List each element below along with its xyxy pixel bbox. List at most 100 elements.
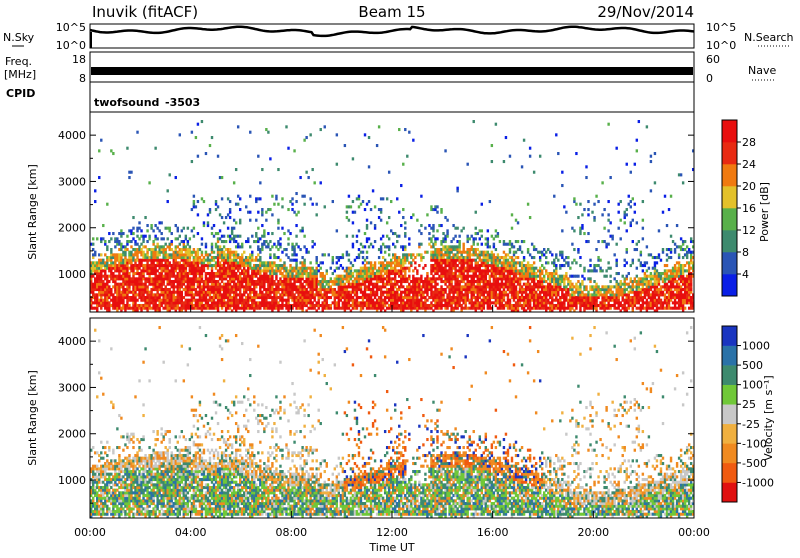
power-cell	[458, 235, 460, 238]
power-cell	[315, 285, 317, 288]
power-cell	[535, 267, 537, 270]
nave-label: Nave	[748, 64, 776, 77]
power-cell	[360, 243, 362, 246]
power-cell	[305, 248, 307, 251]
power-cell	[523, 256, 525, 259]
power-cell	[332, 272, 334, 275]
power-cell	[271, 267, 273, 270]
power-cell	[106, 299, 108, 302]
power-cell	[160, 272, 162, 275]
power-cell	[380, 272, 382, 275]
power-cell	[374, 224, 376, 227]
power-cell	[444, 237, 446, 240]
power-cell	[481, 229, 483, 232]
power-cell	[454, 267, 456, 270]
power-cell	[201, 277, 203, 280]
power-cell	[398, 211, 400, 214]
power-cell	[92, 256, 94, 259]
power-cell	[350, 277, 352, 280]
power-cell	[376, 291, 378, 294]
power-cell	[185, 269, 187, 272]
power-cell	[503, 272, 505, 275]
power-cell	[207, 256, 209, 259]
power-cell	[336, 163, 338, 166]
power-cell	[291, 208, 293, 211]
power-cell	[553, 259, 555, 262]
power-cell	[448, 253, 450, 256]
power-cell	[436, 211, 438, 214]
power-cell	[458, 243, 460, 246]
power-cell	[241, 283, 243, 286]
power-cell	[376, 293, 378, 296]
power-cell	[100, 296, 102, 299]
power-cell	[394, 285, 396, 288]
power-cell	[571, 261, 573, 264]
power-cell	[408, 283, 410, 286]
power-cell	[126, 235, 128, 238]
power-cell	[563, 301, 565, 304]
power-cell	[150, 224, 152, 227]
power-cell	[100, 272, 102, 275]
power-cell	[394, 267, 396, 270]
power-cell	[219, 229, 221, 232]
power-cell	[229, 208, 231, 211]
power-cell	[565, 272, 567, 275]
power-cell	[229, 211, 231, 214]
power-cell	[430, 272, 432, 275]
freq-label: Freq.	[5, 55, 32, 68]
power-cell	[136, 243, 138, 246]
power-cell	[118, 272, 120, 275]
power-cell	[293, 248, 295, 251]
power-cell	[287, 243, 289, 246]
power-cell	[340, 299, 342, 302]
power-cell	[428, 224, 430, 227]
power-cell	[120, 235, 122, 238]
power-cell	[293, 293, 295, 296]
power-cell	[561, 291, 563, 294]
power-cell	[479, 256, 481, 259]
power-cell	[446, 235, 448, 238]
power-cell	[352, 200, 354, 203]
power-cell	[241, 253, 243, 256]
power-cell	[169, 229, 171, 232]
power-cell	[575, 261, 577, 264]
power-cell	[223, 235, 225, 238]
power-cell	[519, 283, 521, 286]
power-cell	[160, 304, 162, 307]
power-cell	[450, 280, 452, 283]
power-cell	[313, 296, 315, 299]
power-cell	[392, 288, 394, 291]
power-cell	[543, 275, 545, 278]
power-cell	[489, 304, 491, 307]
power-cell	[388, 245, 390, 248]
power-cell	[301, 283, 303, 286]
power-cell	[509, 299, 511, 302]
power-cell	[128, 176, 130, 179]
freq-panel: Freq. [MHz] 18 8 60 0 Nave	[4, 52, 776, 85]
power-cell	[239, 275, 241, 278]
power-cell	[338, 267, 340, 270]
power-cell	[352, 275, 354, 278]
power-cell	[366, 203, 368, 206]
power-cell	[330, 307, 332, 310]
power-cell	[307, 251, 309, 254]
power-cell	[173, 293, 175, 296]
power-cell	[213, 277, 215, 280]
power-cell	[555, 267, 557, 270]
power-cell	[197, 123, 199, 126]
power-cell	[126, 293, 128, 296]
power-cell	[291, 203, 293, 206]
power-cell	[424, 227, 426, 230]
power-cell	[100, 307, 102, 310]
power-cell	[207, 283, 209, 286]
power-cell	[193, 283, 195, 286]
power-cell	[102, 237, 104, 240]
power-cell	[555, 296, 557, 299]
power-cell	[275, 272, 277, 275]
power-cell	[269, 157, 271, 160]
power-cell	[271, 232, 273, 235]
power-cell	[529, 253, 531, 256]
power-cell	[503, 240, 505, 243]
power-cell	[215, 267, 217, 270]
power-cell	[408, 269, 410, 272]
